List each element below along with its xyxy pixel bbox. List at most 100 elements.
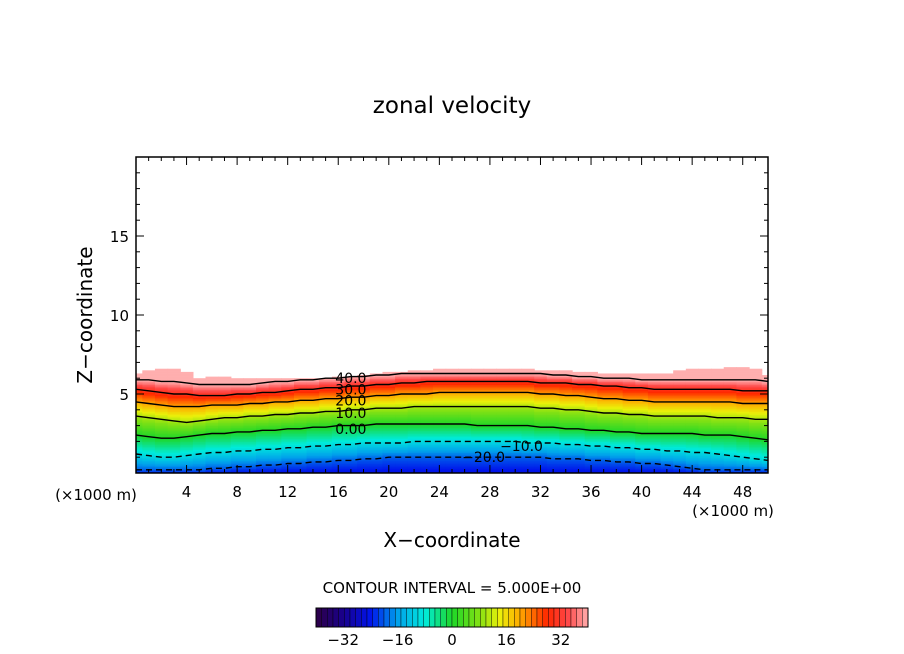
field-cell [319,461,333,465]
field-cell [357,454,371,457]
field-cell [420,449,434,452]
field-cell [458,424,472,427]
field-cell [154,460,169,463]
field-cell [433,406,447,409]
field-cell [445,435,459,438]
field-cell [268,458,282,461]
field-cell [136,452,143,455]
field-cell [534,376,548,379]
field-cell [331,422,346,425]
field-cell [344,379,358,382]
field-cell [256,425,270,428]
field-cell [136,444,143,447]
field-cell [647,465,662,468]
field-cell [306,409,320,412]
field-cell [319,400,333,403]
field-cell [546,465,561,468]
field-cell [154,400,169,403]
field-cell [508,398,523,401]
field-cell [344,452,358,455]
field-cell [723,417,737,420]
field-cell [382,458,396,461]
colorbar-swatch [508,607,515,628]
field-cell [572,452,586,455]
field-cell [458,441,472,444]
field-cell [470,431,485,435]
field-cell [458,406,472,409]
field-cell [496,435,510,438]
field-cell [647,409,662,412]
field-cell [584,371,598,375]
field-cell [559,370,573,373]
field-cell [445,394,459,397]
field-cell [546,370,561,373]
field-cell [218,398,232,401]
field-cell [294,390,308,394]
field-cell [597,446,611,449]
field-cell [395,436,409,439]
field-cell [622,381,636,384]
field-cell [395,386,409,389]
colorbar-tick-label: −32 [327,631,359,649]
field-cell [142,441,156,444]
field-cell [685,435,700,438]
field-cell [597,452,611,455]
field-cell [205,442,219,446]
field-cell [243,411,257,414]
field-cell [635,439,649,442]
field-cell [673,425,687,428]
field-cell [698,392,712,395]
field-cell [534,457,548,460]
field-cell [610,392,624,395]
field-cell [167,422,181,425]
field-cell [433,409,447,412]
field-cell [420,458,434,461]
field-cell [496,378,510,381]
field-cell [483,457,497,460]
field-cell [218,405,232,408]
field-cell [534,441,548,444]
field-cell [508,446,523,449]
field-cell [136,386,143,389]
field-cell [256,465,270,468]
field-cell [635,457,649,460]
field-cell [534,378,548,381]
field-cell [559,463,573,466]
field-cell [243,405,257,408]
field-cell [572,395,586,398]
field-cell [546,447,561,450]
field-cell [698,455,712,458]
field-cell [660,435,674,438]
field-cell [635,387,649,390]
field-cell [483,409,497,412]
field-cell [610,447,624,450]
field-cell [610,416,624,419]
field-cell [736,441,750,444]
field-cell [344,428,358,431]
field-cell [218,379,232,382]
field-cell [736,419,750,422]
x-tick-label: 8 [232,483,242,501]
field-cell [281,460,295,463]
field-cell [660,428,674,431]
field-cell [711,414,725,417]
field-cell [635,441,649,444]
field-cell [180,439,194,442]
field-cell [597,412,611,416]
field-cell [205,376,219,379]
field-cell [243,395,257,398]
field-cell [534,454,548,457]
field-cell [218,466,232,469]
field-cell [736,408,750,411]
x-tick-label: 36 [581,483,600,501]
field-cell [723,463,737,466]
field-cell [584,408,598,411]
field-cell [711,449,725,452]
field-cell [154,461,169,465]
field-cell [218,378,232,381]
field-cell [458,436,472,439]
field-cell [382,450,396,454]
field-cell [357,431,371,435]
field-cell [180,416,194,419]
field-cell [673,406,687,409]
